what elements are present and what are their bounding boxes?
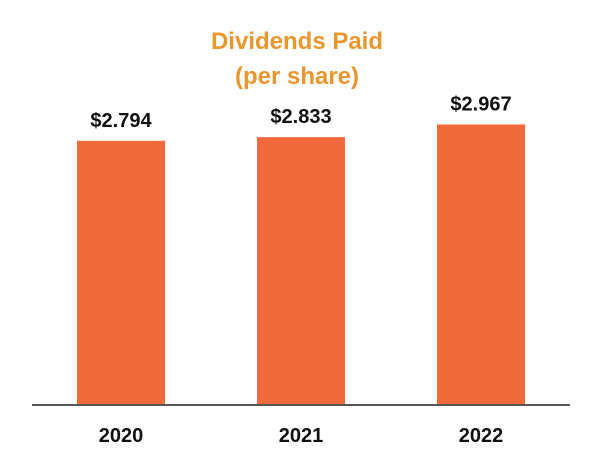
data-label-2020: $2.794 — [90, 110, 152, 132]
value-labels-group: $2.794 $2.833 $2.967 — [90, 93, 511, 131]
data-label-2021: $2.833 — [270, 106, 331, 128]
bar-2022 — [437, 124, 525, 405]
bar-2020 — [77, 140, 165, 405]
chart-subtitle: (per share) — [235, 63, 359, 90]
x-tick-label-2021: 2021 — [279, 425, 324, 447]
bars-group — [77, 124, 525, 406]
x-tick-label-2022: 2022 — [459, 425, 504, 447]
chart-title: Dividends Paid — [211, 28, 383, 55]
data-label-2022: $2.967 — [450, 93, 511, 115]
x-tick-label-2020: 2020 — [99, 425, 144, 447]
bar-2021 — [257, 137, 345, 406]
x-tick-labels-group: 2020 2021 2022 — [99, 425, 504, 447]
